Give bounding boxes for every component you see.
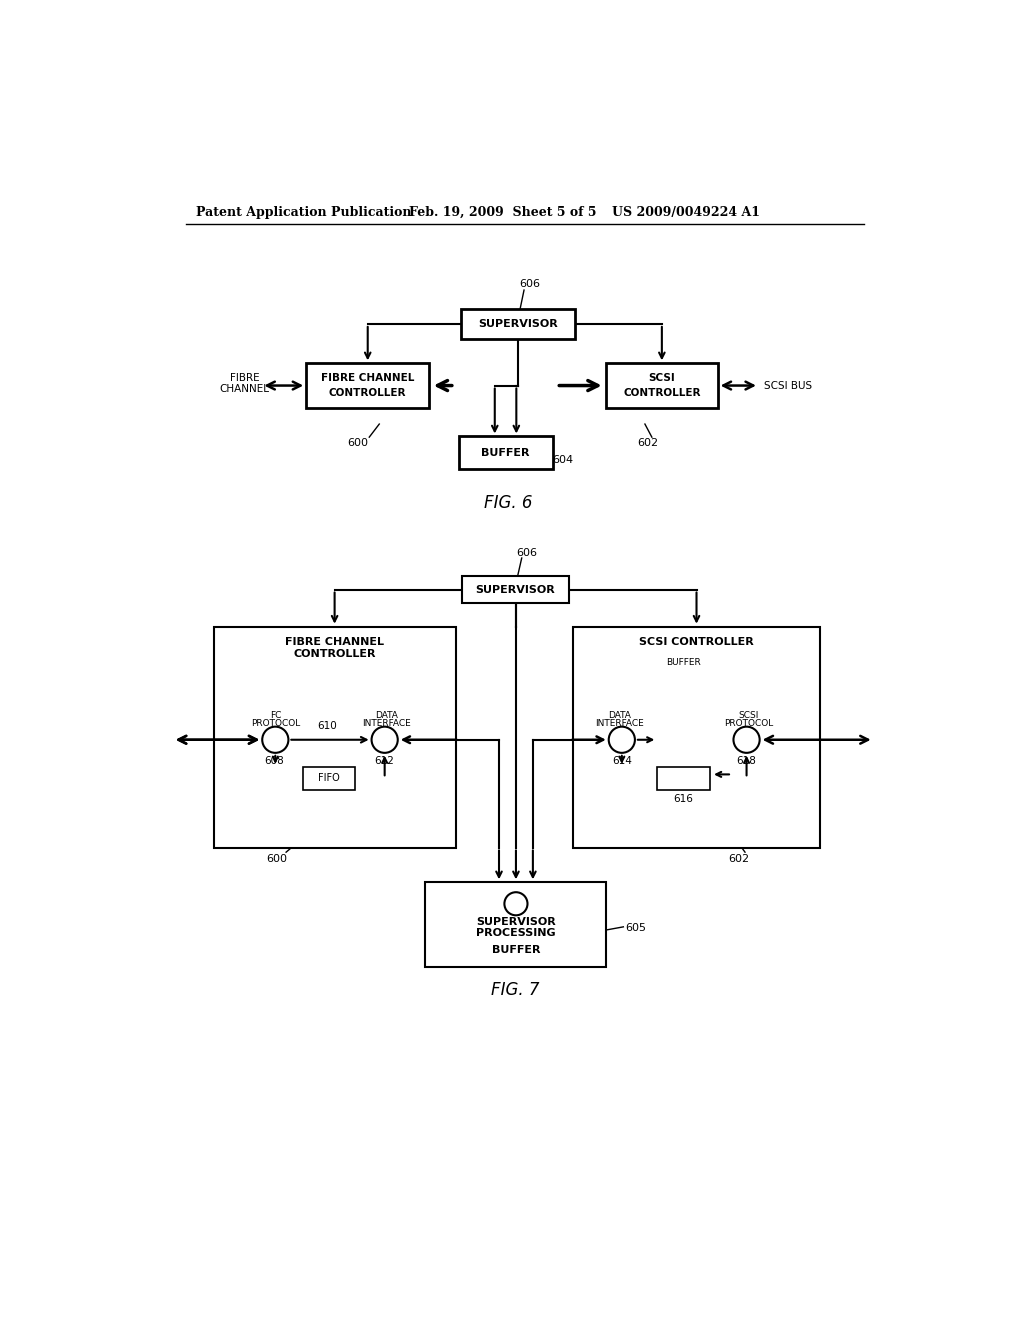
Text: 600: 600 — [266, 854, 288, 865]
Text: FC: FC — [269, 710, 281, 719]
Text: INTERFACE: INTERFACE — [595, 719, 644, 729]
Circle shape — [505, 892, 527, 915]
Bar — [425, 882, 606, 966]
Text: Feb. 19, 2009  Sheet 5 of 5: Feb. 19, 2009 Sheet 5 of 5 — [410, 206, 597, 219]
Text: PROTOCOL: PROTOCOL — [251, 719, 300, 729]
Text: 606: 606 — [517, 548, 538, 557]
Text: 614: 614 — [612, 755, 632, 766]
Circle shape — [608, 726, 635, 752]
Text: CONTROLLER: CONTROLLER — [329, 388, 407, 399]
Bar — [606, 363, 718, 408]
Text: BUFFER: BUFFER — [666, 659, 700, 667]
Text: 610: 610 — [317, 721, 337, 731]
Bar — [657, 767, 710, 789]
Text: Patent Application Publication: Patent Application Publication — [196, 206, 412, 219]
Text: SUPERVISOR: SUPERVISOR — [476, 585, 555, 594]
Text: FIG. 7: FIG. 7 — [492, 981, 540, 999]
Circle shape — [262, 726, 289, 752]
Bar — [303, 767, 355, 789]
Text: BUFFER: BUFFER — [481, 447, 529, 458]
Text: INTERFACE: INTERFACE — [361, 719, 411, 729]
Text: SCSI CONTROLLER: SCSI CONTROLLER — [639, 638, 754, 647]
Text: SCSI BUS: SCSI BUS — [764, 380, 812, 391]
Text: PROCESSING: PROCESSING — [476, 928, 556, 939]
Text: FIG. 6: FIG. 6 — [483, 494, 532, 512]
Text: 602: 602 — [728, 854, 750, 865]
Bar — [573, 627, 819, 847]
Text: SCSI: SCSI — [738, 710, 759, 719]
Text: SUPERVISOR: SUPERVISOR — [476, 917, 556, 927]
Text: FIBRE CHANNEL: FIBRE CHANNEL — [285, 638, 384, 647]
Text: FIBRE CHANNEL: FIBRE CHANNEL — [322, 372, 415, 383]
Text: US 2009/0049224 A1: US 2009/0049224 A1 — [611, 206, 760, 219]
Text: SCSI: SCSI — [648, 372, 675, 383]
Circle shape — [372, 726, 397, 752]
Text: CHANNEL: CHANNEL — [219, 384, 269, 395]
Text: DATA: DATA — [375, 710, 397, 719]
Text: 600: 600 — [347, 438, 369, 449]
Text: PROTOCOL: PROTOCOL — [724, 719, 773, 729]
Text: 605: 605 — [626, 924, 647, 933]
Text: FIBRE: FIBRE — [229, 372, 259, 383]
Text: DATA: DATA — [608, 710, 631, 719]
Text: BUFFER: BUFFER — [492, 945, 541, 954]
Text: 604: 604 — [553, 455, 573, 465]
Text: SUPERVISOR: SUPERVISOR — [478, 319, 558, 329]
Text: 602: 602 — [637, 438, 658, 449]
Text: FIFO: FIFO — [318, 774, 340, 783]
Text: 606: 606 — [519, 279, 540, 289]
Text: CONTROLLER: CONTROLLER — [624, 388, 700, 399]
Bar — [462, 576, 569, 603]
Text: 612: 612 — [375, 755, 394, 766]
Text: 618: 618 — [736, 755, 757, 766]
Text: 608: 608 — [264, 755, 284, 766]
Bar — [461, 309, 574, 339]
Bar — [459, 437, 553, 469]
Bar — [214, 627, 456, 847]
Text: 616: 616 — [674, 795, 693, 804]
Text: CONTROLLER: CONTROLLER — [293, 649, 376, 659]
Bar — [306, 363, 429, 408]
Circle shape — [733, 726, 760, 752]
